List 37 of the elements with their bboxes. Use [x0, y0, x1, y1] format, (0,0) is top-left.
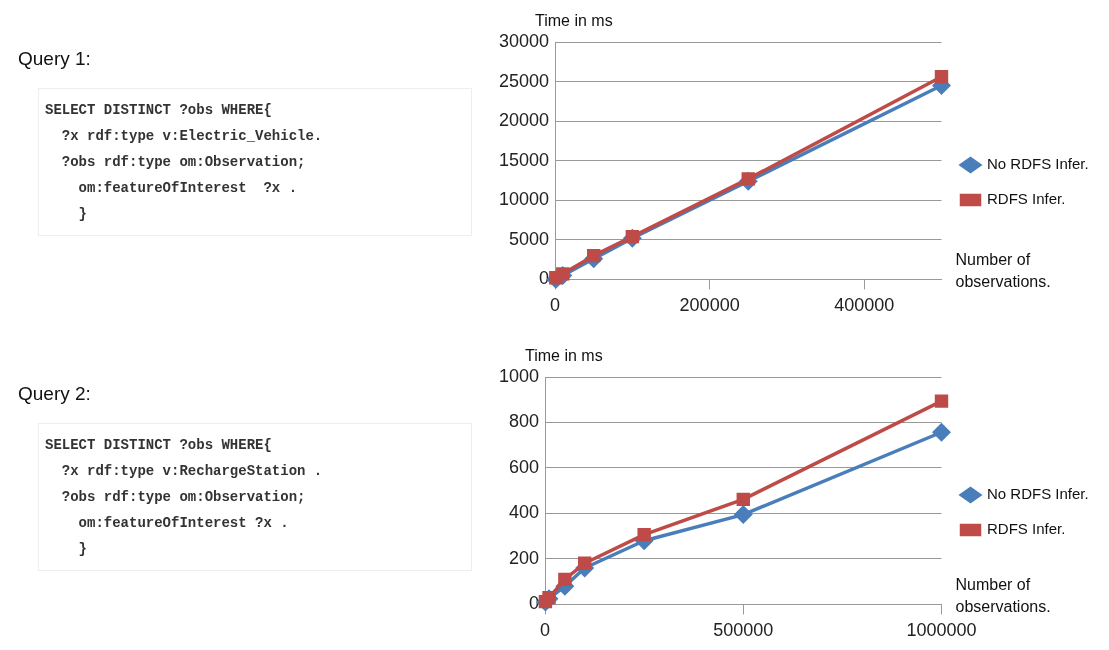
text: Query 2:	[18, 383, 92, 405]
text: ?obs rdf:type om:Observation;	[60, 153, 307, 172]
text: SELECT DISTINCT ?obs WHERE{	[45, 101, 273, 120]
y-tick-label: 30000	[498, 30, 550, 51]
y-tick-label: 800	[509, 411, 540, 432]
x-axis-title: Number of observations.	[955, 251, 1051, 291]
y-axis-title: Time in ms	[535, 12, 613, 29]
x-tick-label: 400000	[834, 295, 895, 316]
x-tick-label: 200000	[679, 295, 740, 316]
legend-label: No RDFS Infer.	[987, 155, 1089, 173]
x-axis-title: Number of observations.	[955, 576, 1051, 616]
y-tick-label: 0	[539, 268, 550, 289]
text: ?obs rdf:type om:Observation;	[60, 488, 307, 507]
text: }	[77, 205, 88, 224]
text: om:featureOfInterest ?x .	[77, 514, 290, 533]
text: }	[77, 540, 88, 559]
y-tick-label: 0	[529, 593, 540, 614]
y-tick-label: 20000	[498, 110, 550, 131]
legend-label: RDFS Infer.	[987, 520, 1066, 538]
text: ?x rdf:type v:RechargeStation .	[60, 462, 324, 481]
y-tick-label: 10000	[498, 189, 550, 210]
y-axis-title: Time in ms	[525, 347, 603, 364]
y-tick-label: 400	[509, 502, 540, 523]
y-tick-label: 5000	[509, 228, 550, 249]
y-tick-label: 1000	[499, 365, 540, 386]
y-tick-label: 15000	[498, 149, 550, 170]
y-tick-label: 25000	[498, 70, 550, 91]
text: Query 1:	[18, 48, 92, 70]
x-tick-label: 1000000	[906, 620, 977, 641]
text: ?x rdf:type v:Electric_Vehicle.	[60, 127, 324, 146]
legend-label: RDFS Infer.	[987, 190, 1066, 208]
text: om:featureOfInterest ?x .	[77, 179, 299, 198]
x-tick-label: 500000	[713, 620, 774, 641]
y-tick-label: 200	[509, 547, 540, 568]
legend-label: No RDFS Infer.	[987, 485, 1089, 503]
y-tick-label: 600	[509, 456, 540, 477]
text: SELECT DISTINCT ?obs WHERE{	[45, 436, 273, 455]
